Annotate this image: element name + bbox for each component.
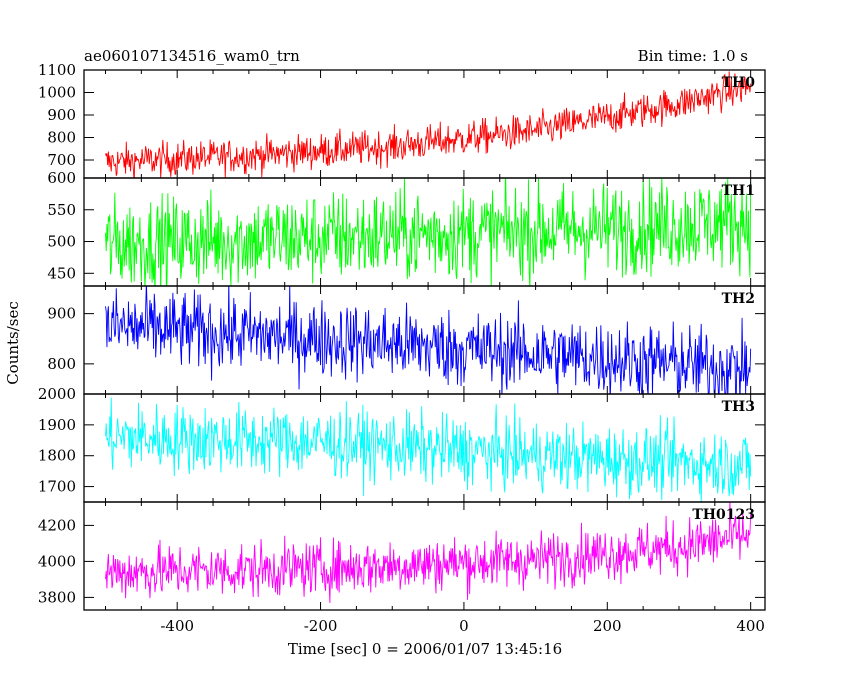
chart-title: ae060107134516_wam0_trn [84, 47, 300, 65]
y-axis-label: Counts/sec [4, 301, 22, 385]
panel-label: TH0 [722, 75, 756, 91]
panel-th1: 450 500 550 600 TH1 [47, 169, 766, 287]
x-tick-label: -400 [160, 617, 194, 635]
y-tick-label: 3800 [38, 588, 76, 606]
y-tick-label: 800 [47, 355, 76, 373]
panel-label: TH0123 [692, 507, 755, 523]
y-tick-label: 700 [47, 151, 76, 169]
x-axis: -400 -200 0 200 400 [160, 617, 765, 635]
y-tick-label: 4200 [38, 516, 76, 534]
y-tick-label: 1900 [38, 416, 76, 434]
panel-label: TH3 [722, 399, 755, 415]
series-line-th2 [105, 286, 752, 394]
x-tick-label: 0 [459, 617, 469, 635]
panel-frame [83, 69, 766, 179]
panel-th2: 800 900 TH2 [47, 285, 766, 395]
y-tick-label: 600 [47, 169, 76, 187]
x-tick-label: -200 [304, 617, 338, 635]
panel-label: TH2 [722, 291, 755, 307]
y-tick-label: 1100 [38, 61, 76, 79]
series-line-th0 [105, 71, 752, 178]
y-tick-label: 1000 [38, 84, 76, 102]
y-tick-label: 1800 [38, 447, 76, 465]
x-tick-label: 400 [736, 617, 765, 635]
panel-th0: 700 800 900 1000 1100 TH0 [38, 61, 766, 179]
x-tick-label: 200 [593, 617, 622, 635]
y-tick-label: 2000 [38, 385, 76, 403]
panel-th0123: 3800 4000 4200 TH0123 [38, 501, 766, 611]
panel-th3: 1700 1800 1900 2000 TH3 [38, 385, 766, 503]
y-tick-label: 900 [47, 106, 76, 124]
bin-time-label: Bin time: 1.0 s [638, 47, 748, 65]
panel-frame [83, 501, 766, 611]
series-line-th0123 [105, 502, 752, 603]
x-axis-label: Time [sec] 0 = 2006/01/07 13:45:16 [288, 640, 562, 658]
series-line-th3 [105, 397, 752, 502]
y-tick-label: 800 [47, 129, 76, 147]
y-tick-label: 1700 [38, 478, 76, 496]
series-line-th1 [105, 178, 752, 286]
y-tick-label: 500 [47, 233, 76, 251]
y-tick-label: 4000 [38, 552, 76, 570]
y-tick-label: 550 [47, 201, 76, 219]
panel-label: TH1 [722, 183, 755, 199]
y-tick-label: 900 [47, 305, 76, 323]
panels-group: 700 800 900 1000 1100 TH0 450 500 550 600 TH1 800 90… [38, 61, 766, 611]
y-tick-label: 450 [47, 264, 76, 282]
